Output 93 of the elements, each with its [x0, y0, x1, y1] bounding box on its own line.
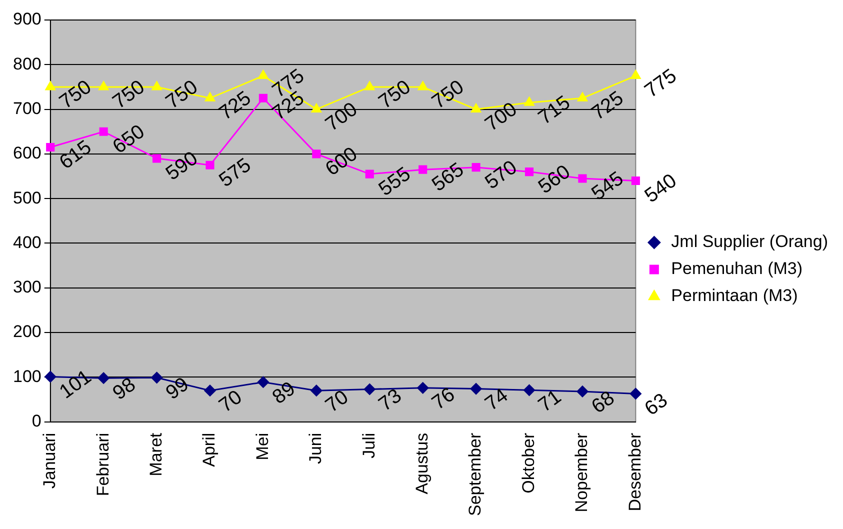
point [312, 150, 321, 158]
point [472, 163, 480, 172]
point [364, 81, 375, 90]
point [206, 160, 214, 170]
data-label: 590 [162, 148, 202, 185]
x-tick-label: April [200, 432, 219, 467]
data-label: 70 [322, 386, 353, 418]
y-tick-label: 600 [12, 144, 42, 163]
x-tick-label: Agustus [412, 432, 432, 494]
y-tick-label: 700 [12, 98, 42, 118]
data-label: 700 [481, 98, 522, 136]
y-tick-label: 300 [12, 278, 42, 297]
point [417, 382, 429, 394]
legend-label: Jml Supplier (Orang) [671, 232, 828, 252]
point [577, 92, 588, 102]
y-tick-label: 0 [32, 412, 42, 431]
x-tick-label: Juli [359, 432, 378, 458]
point [470, 104, 482, 113]
y-tick-label: 400 [12, 232, 42, 252]
point [364, 384, 376, 395]
data-label: 650 [108, 120, 149, 158]
point [311, 104, 322, 113]
data-label: 775 [640, 64, 681, 102]
point [204, 92, 216, 102]
point [524, 384, 536, 396]
point [98, 372, 110, 384]
data-label: 725 [215, 87, 256, 125]
data-label: 74 [481, 384, 512, 416]
y-tick-label: 900 [12, 10, 42, 29]
point [46, 142, 55, 152]
point [98, 81, 109, 90]
point [151, 372, 163, 384]
x-tick-label: Mei [252, 432, 272, 460]
data-label: 99 [162, 373, 193, 404]
data-label: 545 [588, 168, 628, 206]
data-label: 76 [428, 384, 460, 414]
point [418, 81, 428, 90]
legend-label: Pemenuhan (M3) [671, 259, 803, 278]
point [630, 70, 641, 80]
data-label: 750 [428, 76, 468, 114]
point [152, 81, 162, 90]
x-tick-label: Oktober [518, 432, 538, 494]
data-label: 89 [268, 378, 300, 409]
point [45, 81, 56, 90]
point [418, 165, 428, 174]
point [152, 154, 162, 163]
x-tick-label: Februari [93, 432, 112, 496]
y-tick-label: 500 [12, 188, 42, 208]
point [258, 70, 268, 80]
data-label: 750 [162, 76, 202, 114]
point [258, 94, 268, 102]
point [257, 376, 269, 388]
point [631, 176, 640, 186]
data-label: 750 [108, 76, 149, 114]
data-label: 101 [56, 366, 96, 404]
x-tick-label: Maret [146, 432, 166, 476]
point [524, 96, 534, 106]
data-label: 570 [481, 156, 522, 194]
y-tick-label: 200 [12, 322, 42, 342]
data-label: 575 [215, 154, 256, 192]
point [99, 127, 108, 136]
data-label: 700 [322, 98, 362, 136]
data-label: 560 [534, 160, 574, 198]
x-tick-label: Desember [625, 432, 644, 512]
point [204, 384, 216, 396]
data-label: 725 [588, 87, 628, 125]
data-label: 98 [108, 374, 140, 405]
data-label: 750 [374, 76, 415, 114]
legend-label: Permintaan (M3) [671, 286, 798, 306]
data-label: 600 [322, 143, 362, 180]
point [630, 388, 642, 400]
point [44, 370, 56, 382]
data-label: 555 [374, 163, 415, 201]
data-label: 540 [640, 170, 681, 208]
data-label: 71 [534, 386, 566, 417]
x-tick-label: Juni [306, 432, 326, 464]
point [310, 384, 322, 396]
point [576, 386, 588, 398]
point [578, 174, 587, 183]
data-label: 63 [640, 389, 672, 420]
point [365, 170, 374, 178]
data-label: 73 [374, 384, 406, 416]
point [470, 383, 482, 395]
x-tick-label: Nopember [572, 432, 592, 512]
data-label: 565 [428, 158, 468, 196]
data-label: 750 [56, 76, 96, 114]
x-tick-label: September [466, 432, 485, 516]
y-tick-label: 800 [12, 54, 42, 74]
data-label: 70 [215, 386, 246, 418]
y-tick-label: 100 [12, 366, 42, 386]
point [524, 168, 534, 176]
x-tick-label: Januari [40, 432, 60, 489]
data-label: 68 [588, 387, 619, 418]
